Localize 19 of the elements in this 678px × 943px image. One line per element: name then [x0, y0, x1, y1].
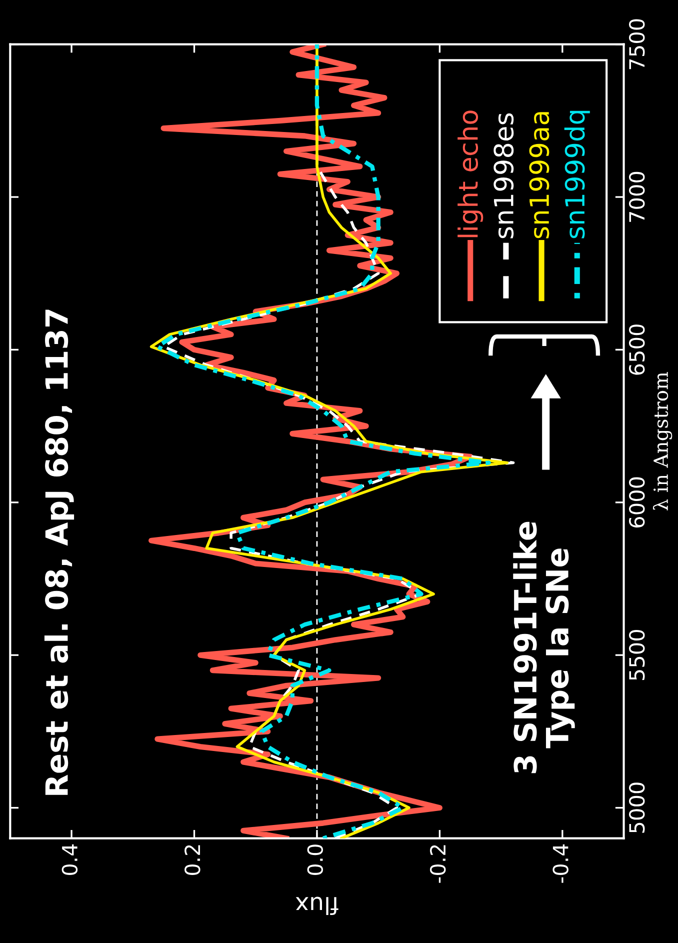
x-axis-title: flux [296, 896, 338, 916]
x-tick-label: 0.2 [184, 845, 200, 875]
annotation: 3 SN1991T-like Type Ia SNe [513, 522, 575, 774]
y-tick-label: 7000 [628, 172, 645, 222]
annotation: Rest et al. 08, ApJ 680, 1137 [44, 310, 74, 795]
text: sn1998es [494, 113, 514, 238]
y-tick-label: 5500 [628, 630, 645, 680]
text: sn1999aa [529, 112, 550, 238]
y-axis-title: λ in Angstrom [652, 372, 672, 510]
x-tick-label: -0.2 [430, 845, 446, 883]
y-tick-label: 6000 [628, 477, 645, 528]
x-tick-label: -0.4 [552, 844, 568, 883]
y-tick-label: 7500 [628, 19, 645, 70]
text: light echo [458, 110, 484, 238]
text: sn1999dq [564, 110, 590, 238]
x-tick-label: 0.4 [62, 844, 78, 875]
y-tick-label: 6500 [628, 324, 645, 375]
x-tick-label: 0.0 [307, 844, 324, 875]
y-tick-label: 5000 [628, 782, 645, 833]
